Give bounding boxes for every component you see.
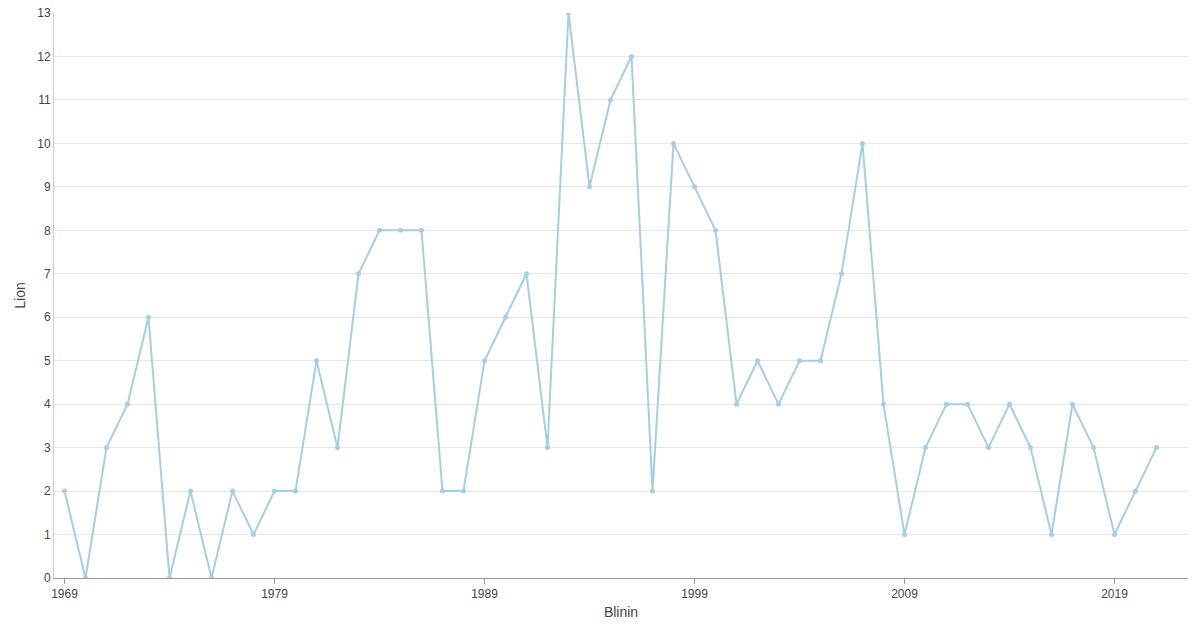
- svg-text:13: 13: [37, 6, 51, 20]
- svg-text:2009: 2009: [891, 587, 918, 601]
- svg-text:1969: 1969: [51, 587, 78, 601]
- svg-text:Blinin: Blinin: [604, 604, 638, 620]
- svg-text:1979: 1979: [261, 587, 288, 601]
- svg-text:Lion: Lion: [12, 282, 28, 308]
- svg-text:10: 10: [37, 137, 51, 151]
- svg-text:1999: 1999: [681, 587, 708, 601]
- svg-text:2: 2: [44, 484, 51, 498]
- svg-text:4: 4: [44, 397, 51, 411]
- svg-text:1: 1: [44, 528, 51, 542]
- svg-text:1989: 1989: [471, 587, 498, 601]
- svg-text:8: 8: [44, 224, 51, 238]
- svg-text:11: 11: [38, 93, 51, 107]
- svg-text:3: 3: [44, 441, 51, 455]
- svg-text:0: 0: [44, 571, 51, 585]
- svg-text:5: 5: [44, 354, 51, 368]
- svg-text:7: 7: [44, 267, 51, 281]
- svg-text:9: 9: [44, 180, 51, 194]
- svg-text:12: 12: [37, 50, 51, 64]
- svg-text:2019: 2019: [1101, 587, 1128, 601]
- svg-text:6: 6: [44, 310, 51, 324]
